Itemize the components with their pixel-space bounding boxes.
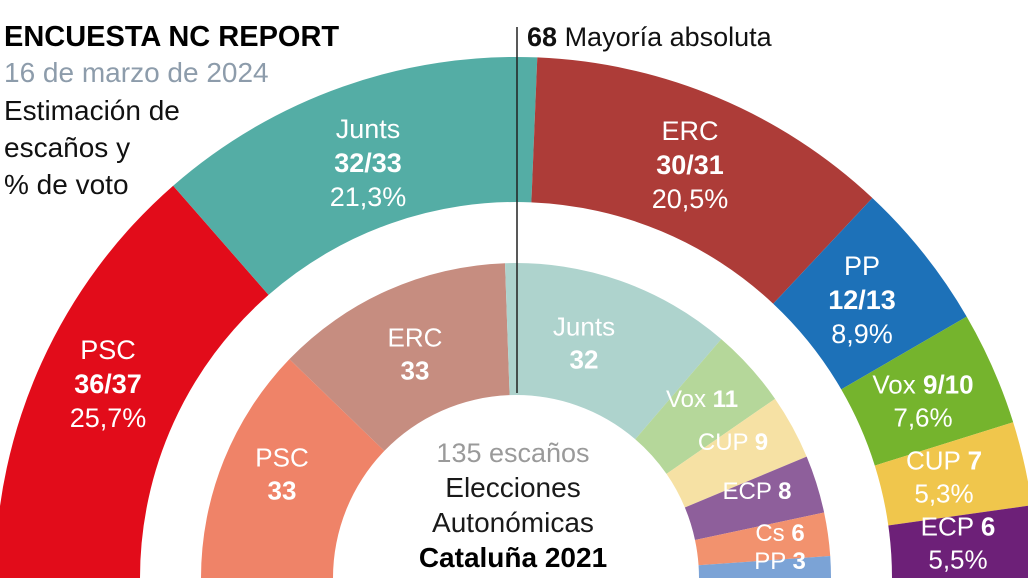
poll-segment-psc bbox=[0, 185, 269, 578]
poll-segment-pp bbox=[773, 197, 967, 390]
poll-segment-erc bbox=[531, 57, 873, 304]
poll-date: 16 de marzo de 2024 bbox=[4, 57, 269, 88]
election2021-segment-cup bbox=[666, 398, 807, 508]
election-title-line: Autonómicas bbox=[432, 507, 594, 538]
page-title: ENCUESTA NC REPORT bbox=[4, 21, 340, 53]
majority-annotation: 68 Mayoría absoluta bbox=[527, 22, 772, 53]
election2021-segment-cs bbox=[695, 512, 831, 566]
election2021-segment-erc bbox=[289, 263, 510, 451]
majority-label: Mayoría absoluta bbox=[564, 22, 772, 52]
poll-segment-cup bbox=[874, 422, 1028, 526]
election-title-bold: Cataluña 2021 bbox=[418, 542, 608, 573]
election2021-segment-pp bbox=[698, 556, 832, 578]
chart-header: ENCUESTA NC REPORT 16 de marzo de 2024 E… bbox=[4, 20, 339, 203]
subtitle-line: Estimación de bbox=[4, 95, 180, 126]
poll-segment-ecp bbox=[888, 505, 1028, 578]
subtitle-line: escaños y bbox=[4, 132, 131, 163]
poll-segment-junts bbox=[173, 57, 538, 295]
election2021-segment-ecp bbox=[684, 456, 825, 540]
chart-subtitle: Estimación de escaños y % de voto bbox=[4, 92, 339, 203]
total-seats-label: 135 escaños bbox=[436, 438, 590, 468]
poll-segment-vox bbox=[841, 316, 1014, 466]
majority-value: 68 bbox=[527, 22, 558, 52]
election2021-segment-vox bbox=[635, 339, 776, 474]
election2021-segment-junts bbox=[505, 263, 722, 440]
election-title-line: Elecciones bbox=[445, 472, 581, 503]
subtitle-line: % de voto bbox=[4, 169, 129, 200]
election2021-segment-psc bbox=[201, 359, 385, 578]
center-annotation: 135 escaños Elecciones Autonómicas Catal… bbox=[419, 436, 607, 576]
